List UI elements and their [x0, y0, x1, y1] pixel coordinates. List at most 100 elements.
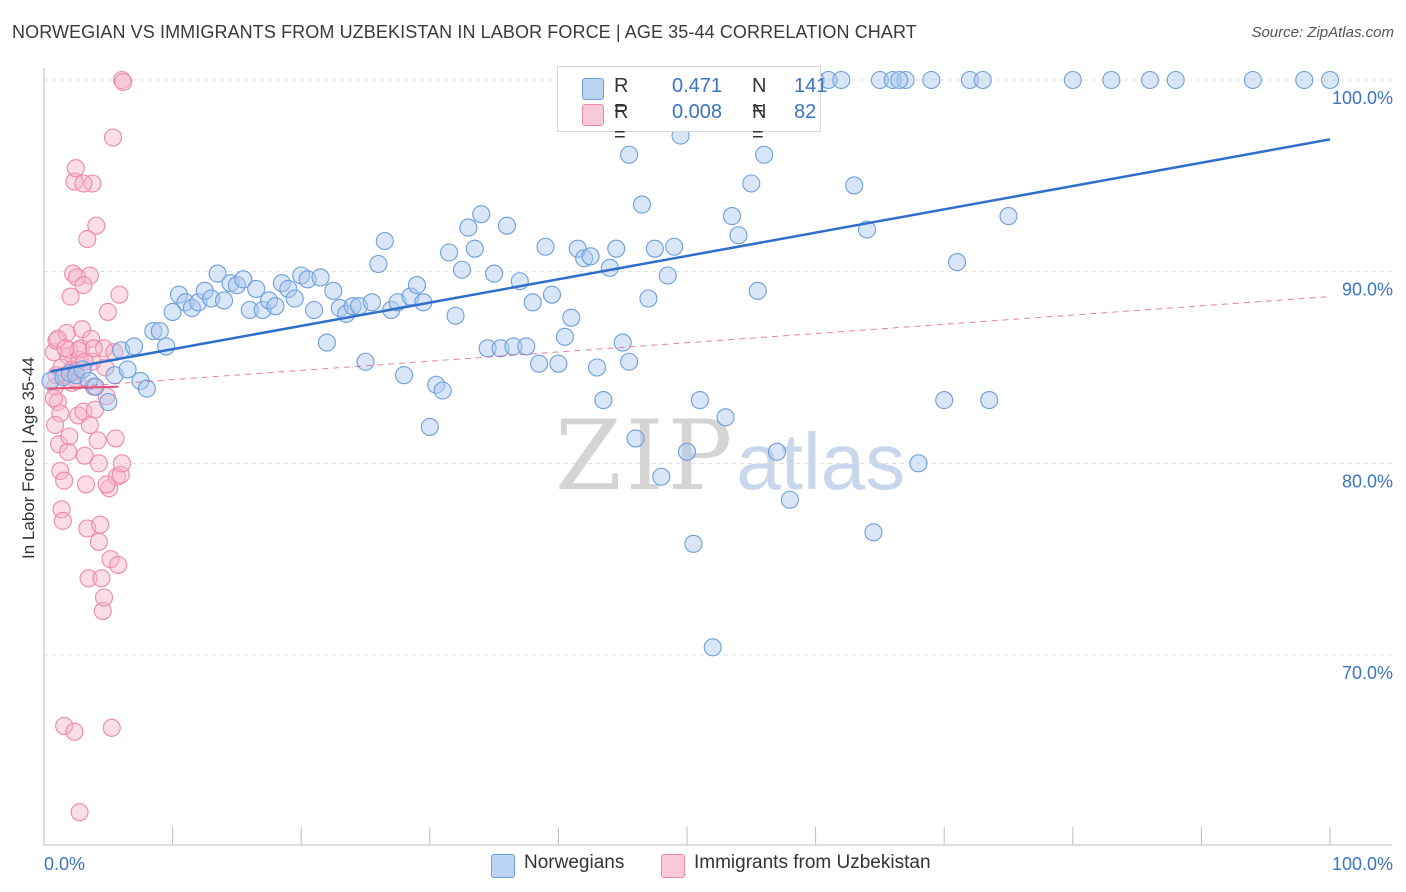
data-point-norwegians [935, 391, 954, 410]
data-point-norwegians [549, 354, 568, 373]
data-point-uzbekistan [89, 454, 108, 473]
y-tick-label: 70.0% [1342, 663, 1393, 683]
data-point-norwegians [285, 289, 304, 308]
data-point-norwegians [1243, 70, 1262, 90]
data-point-uzbekistan [84, 339, 103, 358]
data-point-norwegians [485, 264, 504, 283]
data-point-norwegians [973, 70, 992, 90]
data-point-norwegians [677, 442, 697, 461]
x-tick-label: 0.0% [44, 854, 85, 874]
legend-r-value: 0.008 [672, 101, 723, 123]
data-point-uzbekistan [56, 339, 75, 358]
legend-n-label: N = [752, 75, 767, 120]
data-point-norwegians [536, 237, 555, 256]
data-point-uzbekistan [55, 471, 74, 490]
data-point-norwegians [118, 360, 137, 379]
data-point-uzbekistan [91, 515, 110, 534]
data-point-norwegians [465, 239, 484, 258]
data-point-norwegians [472, 205, 491, 224]
data-point-uzbekistan [74, 276, 93, 295]
data-point-norwegians [909, 454, 928, 473]
data-point-norwegians [1166, 70, 1185, 90]
data-point-norwegians [240, 300, 259, 320]
data-point-uzbekistan [58, 442, 78, 461]
data-point-uzbekistan [93, 601, 112, 620]
y-tick-label: 90.0% [1342, 280, 1393, 300]
data-point-norwegians [542, 285, 562, 304]
axes [43, 68, 1392, 846]
data-point-uzbekistan [73, 320, 92, 339]
data-point-uzbekistan [89, 532, 108, 551]
data-point-norwegians [594, 391, 613, 410]
data-point-norwegians [890, 70, 909, 90]
data-point-norwegians [150, 322, 169, 341]
tick-labels: 70.0% 80.0% 90.0% 100.0% 0.0% 100.0% In Labor … [19, 88, 1393, 874]
data-point-norwegians [883, 70, 902, 90]
data-point-uzbekistan [79, 569, 98, 588]
data-point-uzbekistan [60, 427, 79, 446]
data-point-norwegians [433, 381, 452, 400]
data-point-norwegians [690, 391, 709, 410]
data-point-uzbekistan [111, 465, 130, 484]
data-point-uzbekistan [67, 268, 87, 287]
data-point-norwegians [896, 70, 915, 90]
legend-swatch-norwegians [491, 854, 515, 878]
y-tick-label: 100.0% [1332, 88, 1393, 108]
data-point-norwegians [266, 297, 285, 316]
legend-swatch-uzbekistan [661, 854, 685, 878]
series-immigrants-uzbekistan [44, 70, 133, 822]
legend-n-label: N = [752, 101, 767, 146]
data-point-uzbekistan [76, 475, 96, 494]
data-point-norwegians [420, 417, 439, 436]
watermark: ZIPatlas [555, 400, 905, 512]
data-point-uzbekistan [70, 803, 89, 822]
data-point-uzbekistan [92, 569, 111, 588]
data-point-uzbekistan [48, 329, 67, 348]
data-point-norwegians [208, 264, 227, 283]
legend-swatch-norwegians [582, 78, 604, 100]
watermark-zip: ZIP [555, 400, 737, 512]
data-point-uzbekistan [114, 72, 133, 91]
data-point-uzbekistan [55, 716, 74, 735]
data-point-norwegians [99, 392, 118, 412]
data-point-norwegians [665, 237, 684, 256]
data-point-norwegians [716, 408, 735, 427]
data-point-norwegians [247, 279, 266, 298]
data-point-norwegians [362, 293, 381, 312]
series-legend: Norwegians Immigrants from Uzbekistan [0, 852, 1406, 878]
data-point-norwegians [742, 174, 761, 193]
data-point-uzbekistan [110, 285, 129, 304]
data-point-norwegians [658, 266, 677, 285]
data-point-uzbekistan [65, 172, 84, 191]
legend-swatch-uzbekistan [582, 104, 604, 126]
x-tick-label: 100.0% [1332, 854, 1393, 874]
legend-n-value: 82 [794, 101, 817, 123]
legend-label-norwegians: Norwegians [524, 852, 625, 873]
data-point-uzbekistan [102, 718, 121, 737]
data-point-norwegians [767, 442, 787, 461]
series-norwegians [41, 70, 1340, 657]
data-point-uzbekistan [65, 722, 84, 741]
data-point-uzbekistan [74, 174, 93, 193]
data-point-norwegians [452, 260, 472, 279]
data-point-norwegians [530, 354, 549, 373]
correlation-legend: R = 0.471 N = 141 R = 0.008 N = 82 [557, 66, 827, 146]
trend-lines [47, 138, 1331, 390]
gridlines [44, 79, 1392, 656]
legend-r-label: R = [614, 75, 629, 120]
data-point-norwegians [722, 207, 742, 226]
data-point-norwegians [870, 70, 889, 90]
data-point-norwegians [581, 247, 600, 266]
data-point-norwegians [195, 281, 214, 300]
data-point-norwegians [780, 490, 799, 509]
data-point-norwegians [279, 279, 298, 298]
data-point-uzbekistan [109, 555, 128, 574]
data-point-norwegians [1063, 70, 1082, 90]
data-point-norwegians [1295, 70, 1314, 90]
data-point-uzbekistan [98, 302, 117, 321]
data-point-norwegians [864, 523, 883, 542]
y-tick-label: 80.0% [1342, 471, 1393, 491]
data-point-norwegians [845, 176, 864, 195]
data-point-uzbekistan [44, 343, 63, 362]
